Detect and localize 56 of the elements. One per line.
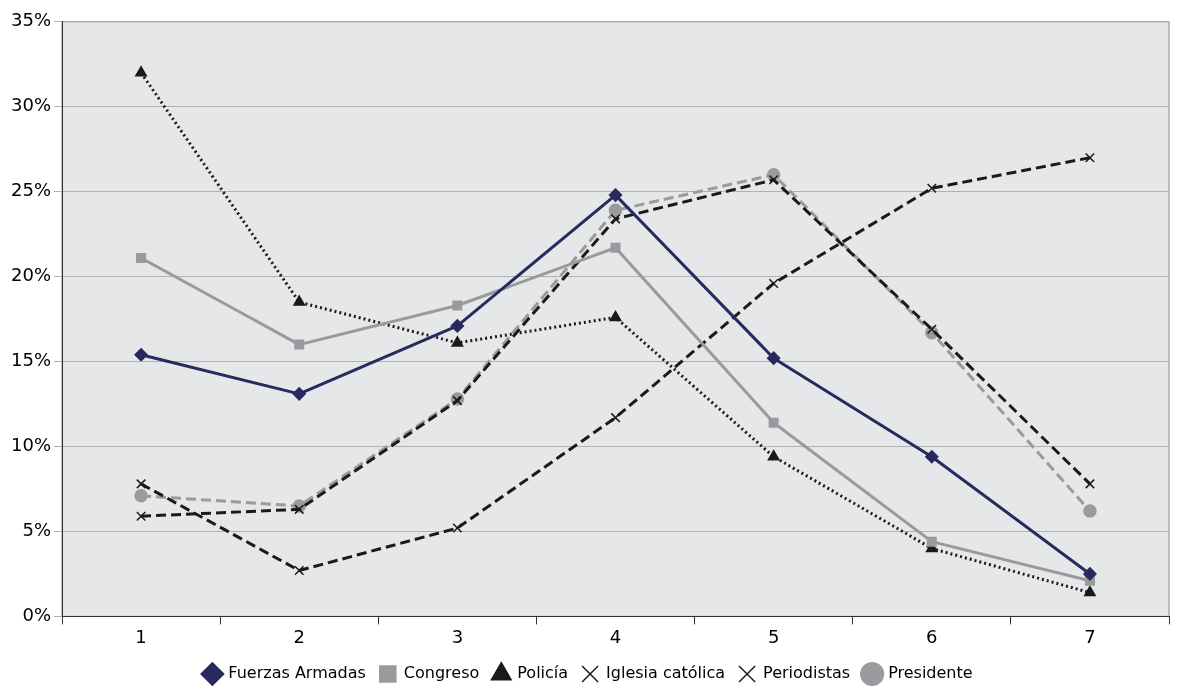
point — [1083, 504, 1097, 518]
point — [768, 278, 779, 289]
point — [768, 174, 779, 185]
x-tick-label: 3 — [451, 625, 464, 647]
point — [610, 242, 621, 253]
y-tick-label: 0% — [22, 604, 52, 626]
point — [926, 324, 937, 335]
point — [767, 449, 780, 461]
y-tick-label: 25% — [10, 179, 52, 201]
legend-label: Periodistas — [763, 663, 851, 683]
point — [1083, 567, 1097, 581]
point — [136, 511, 147, 522]
x-tick-label: 4 — [609, 625, 622, 647]
point — [1083, 585, 1096, 597]
point — [136, 478, 147, 489]
point — [452, 523, 463, 534]
point — [451, 336, 464, 347]
point — [294, 339, 305, 350]
point — [292, 387, 306, 401]
y-tick-label: 20% — [10, 264, 52, 286]
point — [134, 489, 148, 503]
point — [452, 300, 463, 311]
point — [766, 351, 781, 365]
point — [293, 295, 306, 306]
point — [925, 449, 939, 464]
x-tick-label: 1 — [135, 625, 147, 647]
point — [1084, 152, 1095, 163]
y-tick-label: 10% — [10, 434, 52, 456]
point — [609, 310, 622, 322]
point — [926, 183, 937, 194]
point — [134, 348, 148, 362]
legend-label: Congreso — [403, 663, 480, 683]
point — [610, 213, 621, 224]
x-tick-label: 5 — [767, 625, 780, 647]
point — [926, 536, 937, 547]
point — [294, 565, 305, 576]
point — [135, 66, 148, 77]
point — [608, 203, 623, 218]
legend-label: Presidente — [888, 663, 973, 683]
x-tick-label: 6 — [926, 625, 938, 647]
y-tick-label: 5% — [22, 519, 52, 541]
point — [450, 319, 465, 333]
legend-label: Iglesia católica — [606, 663, 726, 683]
y-tick-label: 35% — [10, 9, 52, 31]
y-tick-label: 30% — [10, 94, 52, 116]
legend-label: Fuerzas Armadas — [228, 663, 366, 683]
point — [768, 417, 779, 428]
y-tick-label: 15% — [10, 349, 52, 371]
point — [1084, 478, 1095, 489]
x-tick-label: 7 — [1084, 625, 1096, 647]
point — [294, 504, 305, 515]
legend-label: Policía — [517, 663, 569, 683]
point — [608, 188, 623, 202]
point — [136, 252, 147, 263]
point — [610, 412, 621, 423]
x-tick-label: 2 — [293, 625, 305, 647]
